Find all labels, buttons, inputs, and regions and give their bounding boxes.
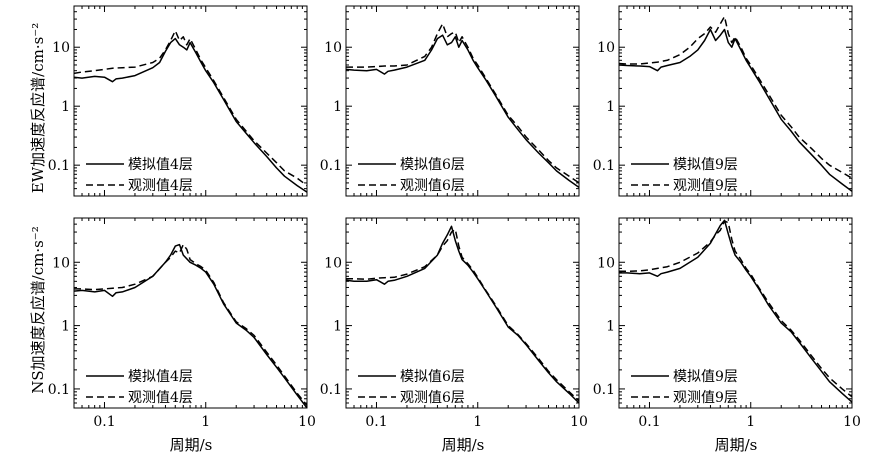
series-line bbox=[346, 34, 579, 189]
series-line bbox=[74, 243, 307, 406]
plot-frame bbox=[618, 217, 853, 409]
x-label-col1: 周期/s bbox=[170, 436, 213, 454]
legend-label: 观测值9层 bbox=[673, 390, 738, 406]
series-line bbox=[346, 225, 579, 404]
x-tick-label: 0.1 bbox=[638, 414, 660, 430]
legend-label: 模拟值4层 bbox=[128, 369, 193, 385]
y-tick-label: 1 bbox=[606, 319, 615, 335]
plot-frame bbox=[73, 217, 308, 409]
plot-frame bbox=[345, 5, 580, 197]
legend-label: 观测值9层 bbox=[673, 178, 738, 194]
x-tick-label: 10 bbox=[298, 414, 316, 430]
y-tick-label: 10 bbox=[52, 255, 70, 271]
x-tick-label: 0.1 bbox=[365, 414, 387, 430]
y-label-ew: EW加速度反应谱/cm·s⁻² bbox=[29, 23, 47, 193]
y-tick-label: 10 bbox=[597, 40, 615, 56]
chart-panels: 0.1110模拟值4层观测值4层0.1110模拟值6层观测值6层0.1110模拟… bbox=[48, 5, 861, 430]
x-tick-label: 1 bbox=[473, 414, 482, 430]
y-tick-label: 10 bbox=[324, 40, 342, 56]
x-tick-label: 1 bbox=[746, 414, 755, 430]
x-label-col2: 周期/s bbox=[442, 436, 485, 454]
y-tick-label: 1 bbox=[333, 99, 342, 115]
legend-label: 模拟值9层 bbox=[673, 369, 738, 385]
legend-label: 模拟值4层 bbox=[128, 157, 193, 173]
y-tick-label: 1 bbox=[606, 99, 615, 115]
legend-label: 模拟值9层 bbox=[673, 157, 738, 173]
y-tick-label: 0.1 bbox=[320, 382, 342, 398]
x-label-col3: 周期/s bbox=[715, 436, 758, 454]
series-line bbox=[74, 243, 307, 408]
y-tick-label: 0.1 bbox=[320, 158, 342, 174]
legend-label: 观测值6层 bbox=[400, 390, 465, 406]
x-tick-label: 10 bbox=[843, 414, 861, 430]
legend-label: 观测值4层 bbox=[128, 390, 193, 406]
x-tick-label: 0.1 bbox=[93, 414, 115, 430]
series-line bbox=[619, 219, 852, 403]
y-tick-label: 10 bbox=[52, 40, 70, 56]
series-line bbox=[74, 37, 307, 193]
plot-frame bbox=[73, 5, 308, 197]
series-line bbox=[346, 228, 579, 402]
y-tick-label: 0.1 bbox=[48, 382, 70, 398]
y-tick-label: 1 bbox=[333, 319, 342, 335]
x-tick-label: 10 bbox=[570, 414, 588, 430]
legend-label: 模拟值6层 bbox=[400, 157, 465, 173]
legend-label: 观测值4层 bbox=[128, 178, 193, 194]
plot-frame bbox=[345, 217, 580, 409]
y-tick-label: 1 bbox=[61, 99, 70, 115]
y-tick-label: 10 bbox=[324, 255, 342, 271]
legend-label: 观测值6层 bbox=[400, 178, 465, 194]
series-line bbox=[619, 220, 852, 398]
y-tick-label: 10 bbox=[597, 255, 615, 271]
series-line bbox=[619, 15, 852, 179]
plot-frame bbox=[618, 5, 853, 197]
legend-label: 模拟值6层 bbox=[400, 369, 465, 385]
y-tick-label: 0.1 bbox=[593, 382, 615, 398]
series-line bbox=[619, 28, 852, 192]
series-line bbox=[346, 23, 579, 184]
y-tick-label: 0.1 bbox=[48, 158, 70, 174]
series-line bbox=[74, 30, 307, 187]
y-label-ns: NS加速度反应谱/cm·s⁻² bbox=[29, 226, 47, 393]
x-tick-label: 1 bbox=[201, 414, 210, 430]
y-tick-label: 0.1 bbox=[593, 158, 615, 174]
y-tick-label: 1 bbox=[61, 319, 70, 335]
